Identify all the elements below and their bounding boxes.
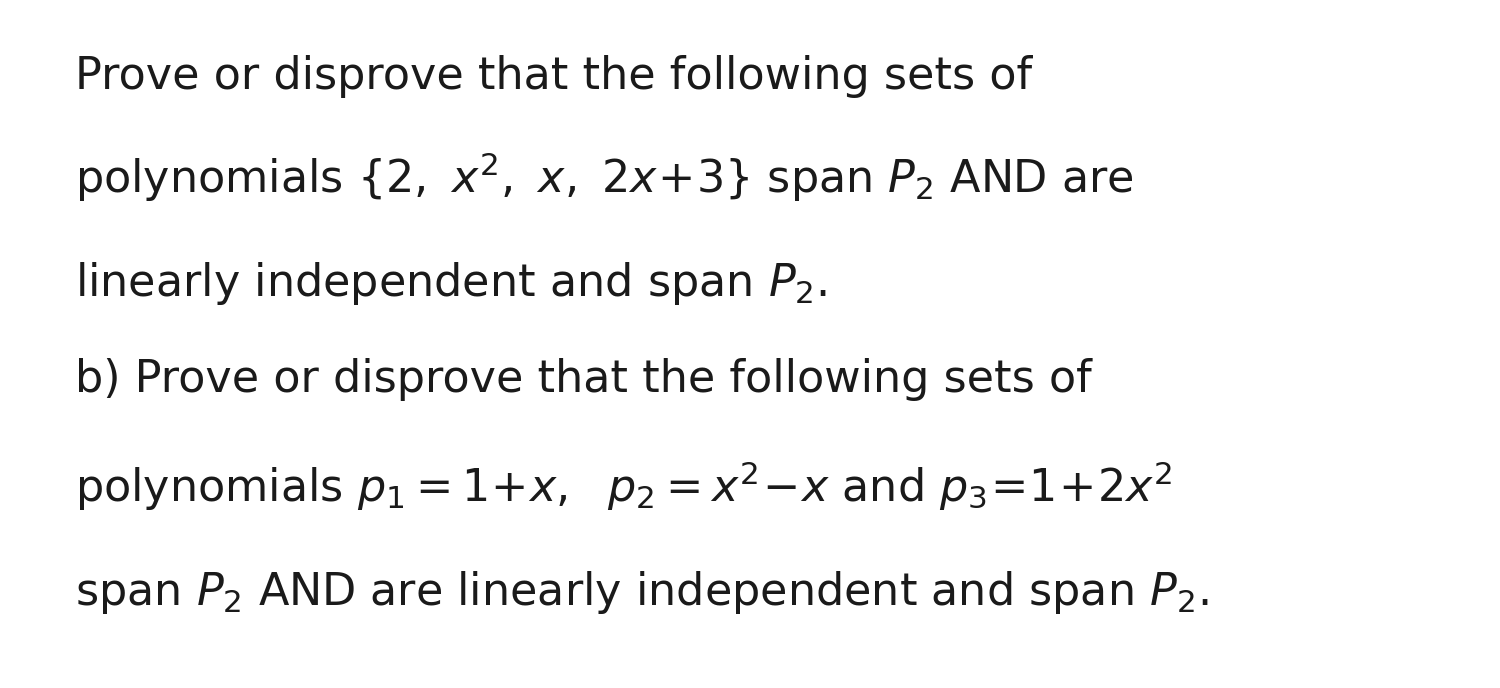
Text: polynomials $p_{1} = 1\!+\!x,\ \ p_{2} = x^{2}\!-\!x$ and $p_{3}\!=\!1\!+\!2x^{2: polynomials $p_{1} = 1\!+\!x,\ \ p_{2} =… xyxy=(75,460,1173,513)
Text: b) Prove or disprove that the following sets of: b) Prove or disprove that the following … xyxy=(75,358,1092,401)
Text: Prove or disprove that the following sets of: Prove or disprove that the following set… xyxy=(75,56,1032,98)
Text: linearly independent and span $P_{2}$.: linearly independent and span $P_{2}$. xyxy=(75,260,828,307)
Text: span $P_{2}$ AND are linearly independent and span $P_{2}$.: span $P_{2}$ AND are linearly independen… xyxy=(75,570,1209,616)
Text: polynomials $\{2,\ x^{2},\ x,\ 2x\!+\!3\}$ span $P_{2}$ AND are: polynomials $\{2,\ x^{2},\ x,\ 2x\!+\!3\… xyxy=(75,150,1134,204)
